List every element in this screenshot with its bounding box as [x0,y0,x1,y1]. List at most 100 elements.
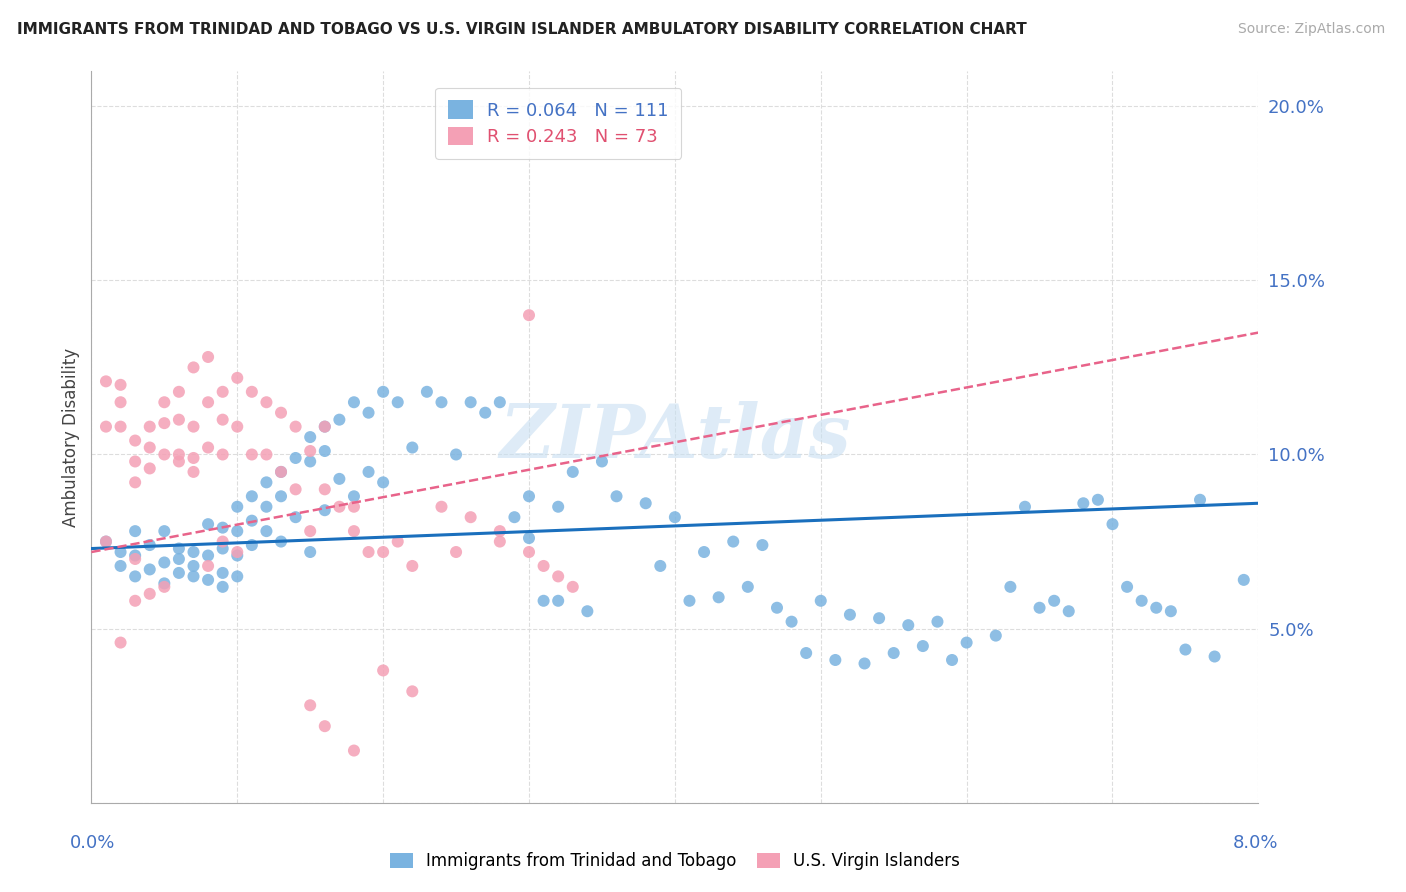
Point [270,534,292,549]
Point [270,406,292,420]
Point [94,534,117,549]
Point [1130,594,1153,608]
Point [723,534,745,549]
Point [284,419,307,434]
Point [371,384,394,399]
Point [1087,492,1109,507]
Point [591,454,613,468]
Point [211,541,233,556]
Point [387,534,409,549]
Point [197,558,219,573]
Point [110,545,132,559]
Point [1028,600,1050,615]
Point [94,375,117,389]
Point [124,552,146,566]
Point [226,500,249,514]
Point [124,524,146,538]
Point [474,406,496,420]
Point [183,360,205,375]
Y-axis label: Ambulatory Disability: Ambulatory Disability [62,348,80,526]
Point [794,646,817,660]
Point [226,524,249,538]
Point [167,454,190,468]
Point [343,489,366,503]
Point [927,615,949,629]
Point [240,384,263,399]
Point [1057,604,1080,618]
Point [1000,580,1022,594]
Point [153,580,176,594]
Point [838,607,860,622]
Point [197,441,219,455]
Point [517,531,540,545]
Point [284,510,307,524]
Point [489,395,512,409]
Point [357,406,380,420]
Point [678,594,700,608]
Point [167,384,190,399]
Point [634,496,657,510]
Point [664,510,686,524]
Point [883,646,905,660]
Point [167,566,190,580]
Point [110,635,132,649]
Point [299,524,322,538]
Point [489,534,512,549]
Point [328,472,350,486]
Point [256,395,278,409]
Point [153,416,176,430]
Point [547,569,569,583]
Point [138,538,162,552]
Point [460,395,482,409]
Point [240,489,263,503]
Point [240,448,263,462]
Point [314,719,336,733]
Legend: Immigrants from Trinidad and Tobago, U.S. Virgin Islanders: Immigrants from Trinidad and Tobago, U.S… [381,844,969,879]
Text: IMMIGRANTS FROM TRINIDAD AND TOBAGO VS U.S. VIRGIN ISLANDER AMBULATORY DISABILIT: IMMIGRANTS FROM TRINIDAD AND TOBAGO VS U… [17,22,1026,37]
Point [183,419,205,434]
Point [328,500,350,514]
Point [517,308,540,322]
Point [824,653,846,667]
Point [124,454,146,468]
Point [270,489,292,503]
Point [183,569,205,583]
Point [430,500,453,514]
Point [167,552,190,566]
Point [110,377,132,392]
Point [780,615,803,629]
Point [226,545,249,559]
Point [124,594,146,608]
Point [1073,496,1095,510]
Point [153,556,176,570]
Text: 0.0%: 0.0% [70,834,115,852]
Point [401,558,423,573]
Point [810,594,832,608]
Point [314,419,336,434]
Point [183,450,205,465]
Point [138,461,162,475]
Point [1160,604,1182,618]
Point [533,558,555,573]
Point [270,465,292,479]
Point [226,419,249,434]
Text: 8.0%: 8.0% [1233,834,1278,852]
Text: Source: ZipAtlas.com: Source: ZipAtlas.com [1237,22,1385,37]
Point [197,517,219,532]
Point [561,465,583,479]
Point [503,510,526,524]
Text: ZIPAtlas: ZIPAtlas [499,401,851,474]
Point [547,500,569,514]
Point [444,545,467,559]
Point [430,395,453,409]
Point [853,657,876,671]
Point [284,450,307,465]
Point [240,514,263,528]
Point [576,604,599,618]
Point [956,635,979,649]
Point [693,545,716,559]
Point [1101,517,1123,532]
Point [124,475,146,490]
Point [211,566,233,580]
Point [1189,492,1212,507]
